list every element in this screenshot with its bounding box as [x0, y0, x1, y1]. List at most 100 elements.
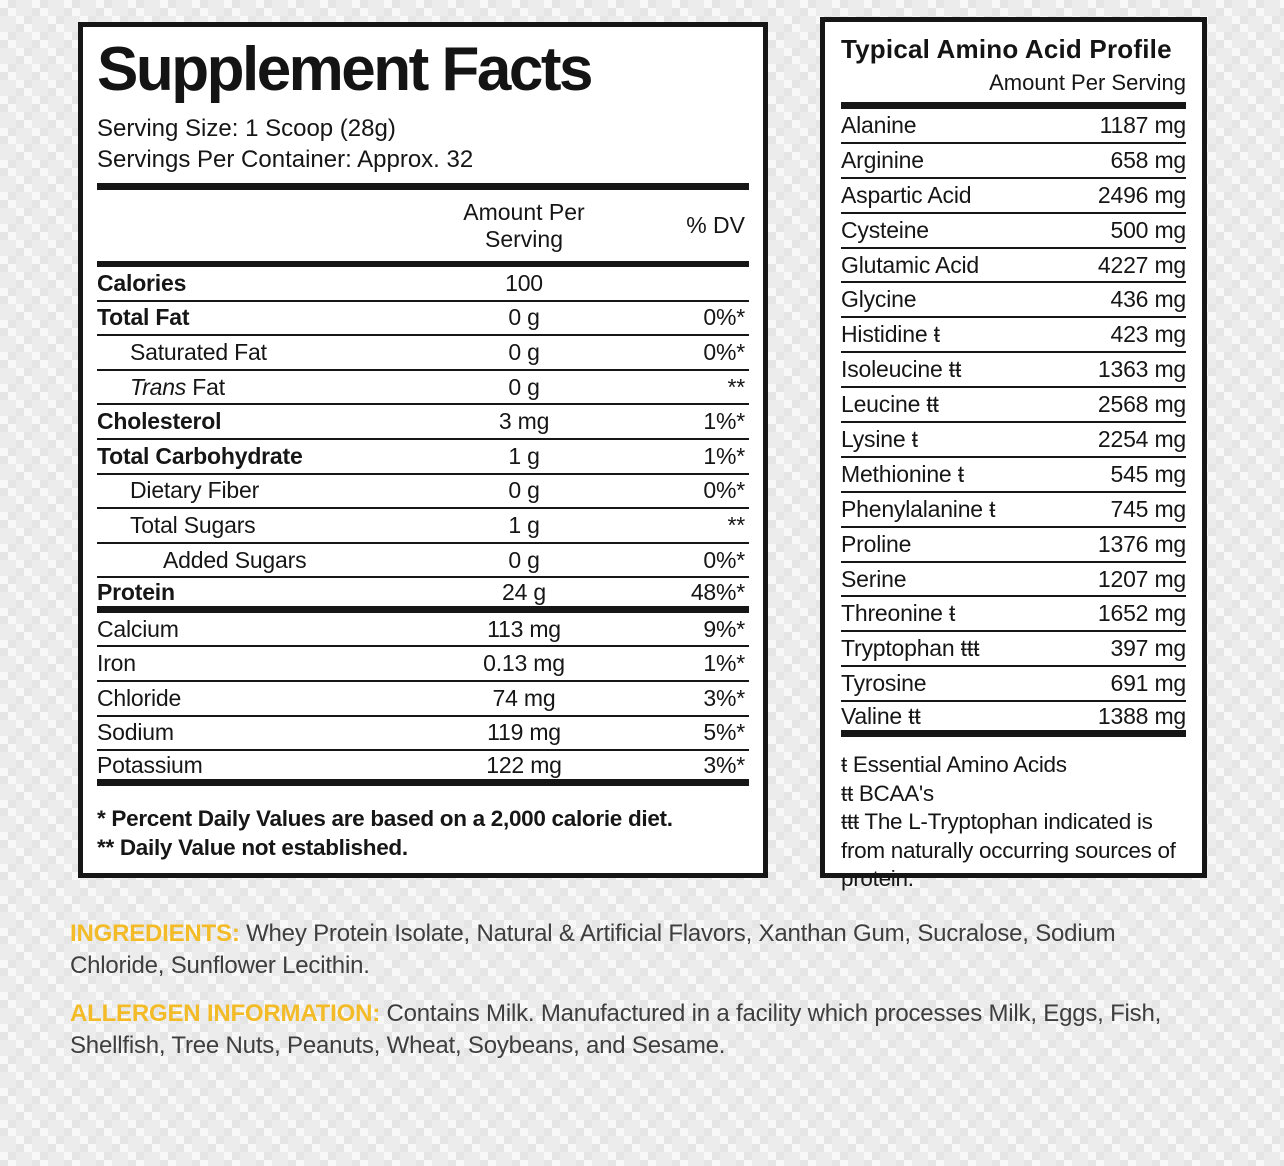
amino-row: Isoleucine ŧŧ 1363 mg [841, 353, 1186, 389]
daily-value-footnotes: * Percent Daily Values are based on a 2,… [97, 804, 749, 862]
nutrient-row: Added Sugars 0 g 0%* [97, 544, 749, 579]
allergen-label: ALLERGEN INFORMATION: [70, 1000, 380, 1027]
ingredients-label: INGREDIENTS: [70, 920, 240, 947]
nutrient-amount: 0 g [508, 546, 540, 573]
divider-bar [841, 102, 1186, 109]
nutrient-name: Sodium [97, 719, 174, 746]
amino-row: Leucine ŧŧ 2568 mg [841, 388, 1186, 424]
footnote-line: ŧŧ BCAA's [841, 780, 934, 806]
amino-name: Methionine ŧ [841, 460, 964, 487]
amino-row: Cysteine 500 mg [841, 214, 1186, 249]
nutrient-name: Protein [97, 578, 175, 605]
amino-row: Phenylalanine ŧ 745 mg [841, 493, 1186, 528]
nutrient-amount: 113 mg [487, 615, 561, 642]
nutrient-amount: 74 mg [492, 684, 556, 711]
nutrient-dv: 5%* [703, 719, 745, 746]
nutrient-name: Total Sugars [130, 511, 256, 538]
nutrition-rows: Calories 100 Total Fat 0 g 0%* Saturated… [97, 267, 749, 786]
amino-name: Arginine [841, 146, 924, 173]
amino-name: Histidine ŧ [841, 321, 940, 348]
amino-row: Threonine ŧ 1652 mg [841, 597, 1186, 633]
amino-name: Cysteine [841, 216, 929, 243]
amino-amount: 1363 mg [1097, 356, 1186, 383]
nutrient-name: Added Sugars [163, 546, 307, 573]
amino-row: Arginine 658 mg [841, 144, 1186, 179]
nutrient-amount: 0.13 mg [483, 650, 565, 677]
nutrient-row: Potassium 122 mg 3%* [97, 751, 749, 786]
serving-size: Serving Size: 1 Scoop (28g) [97, 114, 396, 142]
amino-amount: 500 mg [1110, 216, 1186, 243]
nutrient-name: Trans Fat [130, 373, 225, 400]
amino-amount: 545 mg [1110, 460, 1186, 487]
nutrient-amount: 0 g [508, 304, 540, 331]
nutrient-row: Total Fat 0 g 0%* [97, 302, 749, 337]
amino-amount: 2496 mg [1097, 181, 1186, 208]
serving-info: Serving Size: 1 Scoop (28g) Servings Per… [97, 113, 749, 175]
nutrient-amount: 0 g [508, 477, 540, 504]
nutrient-row: Total Carbohydrate 1 g 1%* [97, 440, 749, 475]
nutrient-dv: 9%* [703, 615, 745, 642]
allergen-text: Contains Milk. Manufactured in a facilit… [70, 1000, 1162, 1059]
amino-amount: 691 mg [1110, 670, 1186, 697]
amino-name: Threonine ŧ [841, 600, 956, 627]
footnote-line: ŧ Essential Amino Acids [841, 752, 1067, 778]
amino-name: Glycine [841, 286, 917, 313]
amino-amount: 1187 mg [1099, 111, 1187, 138]
amino-name: Tryptophan ŧŧŧ [841, 635, 980, 662]
amino-row: Aspartic Acid 2496 mg [841, 179, 1186, 214]
amino-row: Alanine 1187 mg [841, 109, 1186, 144]
nutrient-name: Dietary Fiber [130, 477, 260, 504]
nutrient-name: Calcium [97, 615, 179, 642]
amino-row: Methionine ŧ 545 mg [841, 458, 1186, 493]
nutrient-dv: 1%* [703, 650, 745, 677]
amino-row: Serine 1207 mg [841, 563, 1186, 598]
nutrient-row: Calories 100 [97, 267, 749, 302]
nutrient-dv: ** [727, 511, 745, 538]
nutrient-row: Cholesterol 3 mg 1%* [97, 405, 749, 440]
nutrient-row: Dietary Fiber 0 g 0%* [97, 475, 749, 510]
nutrient-name: Iron [97, 650, 136, 677]
amino-row: Histidine ŧ 423 mg [841, 318, 1186, 354]
nutrient-row: Saturated Fat 0 g 0%* [97, 336, 749, 371]
nutrient-amount: 100 [505, 269, 543, 296]
nutrient-amount: 3 mg [498, 408, 550, 435]
amino-amount: 397 mg [1110, 635, 1186, 662]
amino-name: Tyrosine [841, 670, 927, 697]
nutrient-dv: 0%* [703, 304, 745, 331]
amount-per-serving-header: Amount Per Serving [463, 198, 585, 252]
spacer [97, 199, 434, 253]
amino-amount: 2568 mg [1097, 391, 1186, 418]
amino-amount: 4227 mg [1097, 251, 1186, 278]
nutrient-dv: 0%* [703, 546, 745, 573]
nutrition-column-headers: Amount Per Serving % DV [97, 190, 749, 267]
nutrient-dv: 48%* [690, 578, 745, 605]
percent-dv-header: % DV [686, 212, 745, 239]
amino-amount: 1207 mg [1097, 565, 1186, 592]
ingredients-paragraph: INGREDIENTS: Whey Protein Isolate, Natur… [70, 918, 1215, 982]
amino-amount: 1376 mg [1097, 530, 1186, 557]
ingredients-text: Whey Protein Isolate, Natural & Artifici… [70, 920, 1116, 979]
amino-amount: 658 mg [1110, 146, 1186, 173]
nutrient-name: Potassium [97, 751, 203, 778]
amino-row: Tyrosine 691 mg [841, 667, 1186, 703]
amino-row: Glutamic Acid 4227 mg [841, 249, 1186, 284]
amino-row: Tryptophan ŧŧŧ 397 mg [841, 632, 1186, 668]
supplement-facts-title: Supplement Facts [97, 35, 594, 104]
amino-name: Phenylalanine ŧ [841, 495, 996, 522]
nutrient-dv: 3%* [703, 751, 745, 778]
supplement-facts-panel: Supplement Facts Serving Size: 1 Scoop (… [78, 22, 768, 878]
nutrient-amount: 0 g [508, 338, 540, 365]
nutrient-amount: 24 g [502, 578, 546, 605]
nutrient-name: Total Fat [97, 304, 190, 331]
nutrient-dv: 0%* [703, 477, 745, 504]
nutrient-row: Chloride 74 mg 3%* [97, 682, 749, 717]
amino-row: Valine ŧŧ 1388 mg [841, 702, 1186, 738]
amino-row: Glycine 436 mg [841, 283, 1186, 319]
nutrient-dv: 1%* [703, 408, 745, 435]
amino-name: Leucine ŧŧ [841, 391, 939, 418]
amino-acid-panel: Typical Amino Acid Profile Amount Per Se… [820, 17, 1207, 891]
nutrient-amount: 1 g [508, 511, 540, 538]
amino-footnotes: ŧ Essential Amino Acids ŧŧ BCAA's ŧŧŧ Th… [841, 751, 1186, 894]
amino-rows: Alanine 1187 mg Arginine 658 mg Aspartic… [841, 109, 1186, 738]
